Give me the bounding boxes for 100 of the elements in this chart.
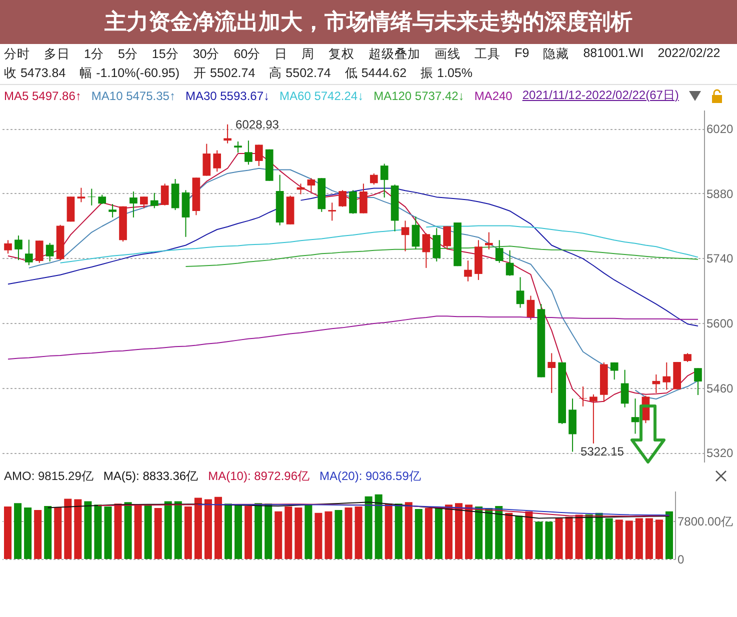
text: 振 1.05%	[420, 65, 472, 82]
candlestick	[401, 220, 410, 252]
text: 高 5502.74	[269, 65, 331, 82]
bar	[444, 504, 453, 559]
text: MA60 5742.24↓	[280, 88, 364, 102]
candlestick	[14, 235, 22, 261]
bar	[424, 508, 432, 559]
bar	[54, 508, 62, 559]
bar	[615, 520, 623, 559]
bar	[234, 504, 242, 559]
y-tick-label: 5600	[706, 316, 734, 331]
bar	[254, 503, 262, 559]
line-series	[47, 502, 670, 519]
bar	[34, 510, 42, 559]
bar	[565, 516, 573, 559]
candlestick	[526, 295, 535, 320]
bar	[134, 504, 142, 559]
candlestick	[412, 216, 420, 250]
bar	[144, 504, 152, 559]
candlestick	[140, 196, 148, 209]
bar	[294, 508, 302, 559]
bar	[344, 508, 352, 559]
bar	[434, 506, 442, 559]
bar	[525, 511, 533, 559]
candlestick	[370, 172, 378, 186]
candlestick	[694, 368, 702, 396]
bar	[174, 501, 182, 559]
bar	[14, 503, 22, 559]
bar	[585, 514, 593, 559]
bar	[244, 506, 252, 559]
text: 60分	[234, 46, 261, 63]
text: MA120 5737.42↓	[374, 88, 464, 102]
candlestick	[610, 362, 618, 380]
bar	[64, 498, 72, 559]
text: MA(20): 9036.59亿	[320, 469, 421, 483]
bar	[575, 514, 583, 559]
text: 画线	[434, 46, 461, 63]
bar	[104, 506, 112, 559]
candlestick	[422, 232, 430, 268]
text: MA240	[474, 88, 512, 102]
text: 周	[302, 46, 315, 63]
candlestick	[98, 194, 106, 205]
text: 日	[274, 46, 288, 63]
candlestick	[150, 192, 158, 209]
bar	[625, 520, 633, 559]
text: 2022/02/22	[658, 46, 720, 62]
candlestick	[307, 178, 316, 192]
text: MA5 5497.86↑	[4, 88, 82, 102]
text: 低 5444.62	[344, 65, 407, 82]
bar	[635, 518, 643, 559]
text: 隐藏	[543, 46, 570, 63]
y-tick-label: 5740	[706, 252, 734, 266]
bar	[334, 510, 342, 559]
bar	[114, 504, 122, 559]
bar	[485, 508, 493, 559]
bar	[665, 511, 673, 559]
bar	[224, 504, 232, 559]
candlestick	[579, 386, 587, 407]
bar	[184, 506, 192, 559]
bar	[264, 504, 272, 559]
candlestick	[443, 226, 452, 250]
candlestick	[213, 150, 222, 172]
text: 1分	[84, 46, 104, 63]
bar	[44, 506, 52, 559]
text: 超级叠加	[368, 46, 421, 63]
text: 收 5473.84	[4, 65, 66, 82]
text: AMO: 9815.29亿	[4, 469, 94, 483]
bar	[74, 499, 82, 559]
bar	[535, 522, 543, 559]
bar	[164, 501, 172, 559]
y-tick-label: 5320	[706, 446, 734, 460]
text: MA(10): 8972.96亿	[208, 469, 310, 483]
candlestick	[46, 242, 54, 262]
text: 分时	[4, 46, 30, 63]
bar	[284, 506, 292, 559]
candlestick	[4, 240, 12, 254]
bar	[605, 518, 613, 559]
annotation: 6028.93	[236, 117, 280, 132]
bar	[384, 504, 392, 559]
text: 30分	[192, 46, 220, 63]
candlestick	[631, 398, 640, 434]
bar	[555, 518, 563, 559]
candlestick	[328, 202, 336, 222]
candlestick	[495, 240, 504, 264]
text: 开 5502.74	[194, 65, 256, 82]
bar	[505, 512, 513, 559]
text: MA10 5475.35↑	[91, 88, 176, 102]
text: MA(5): 8833.36亿	[103, 469, 198, 483]
bar	[645, 518, 653, 559]
bar	[354, 506, 362, 559]
line-series	[198, 504, 670, 516]
bar	[194, 498, 202, 559]
bar	[304, 504, 312, 559]
candlestick	[360, 183, 368, 214]
candlestick	[130, 191, 138, 218]
bar	[204, 499, 212, 559]
bar	[595, 512, 603, 559]
candlestick	[160, 183, 169, 206]
bar	[374, 494, 382, 559]
bar	[515, 516, 523, 559]
